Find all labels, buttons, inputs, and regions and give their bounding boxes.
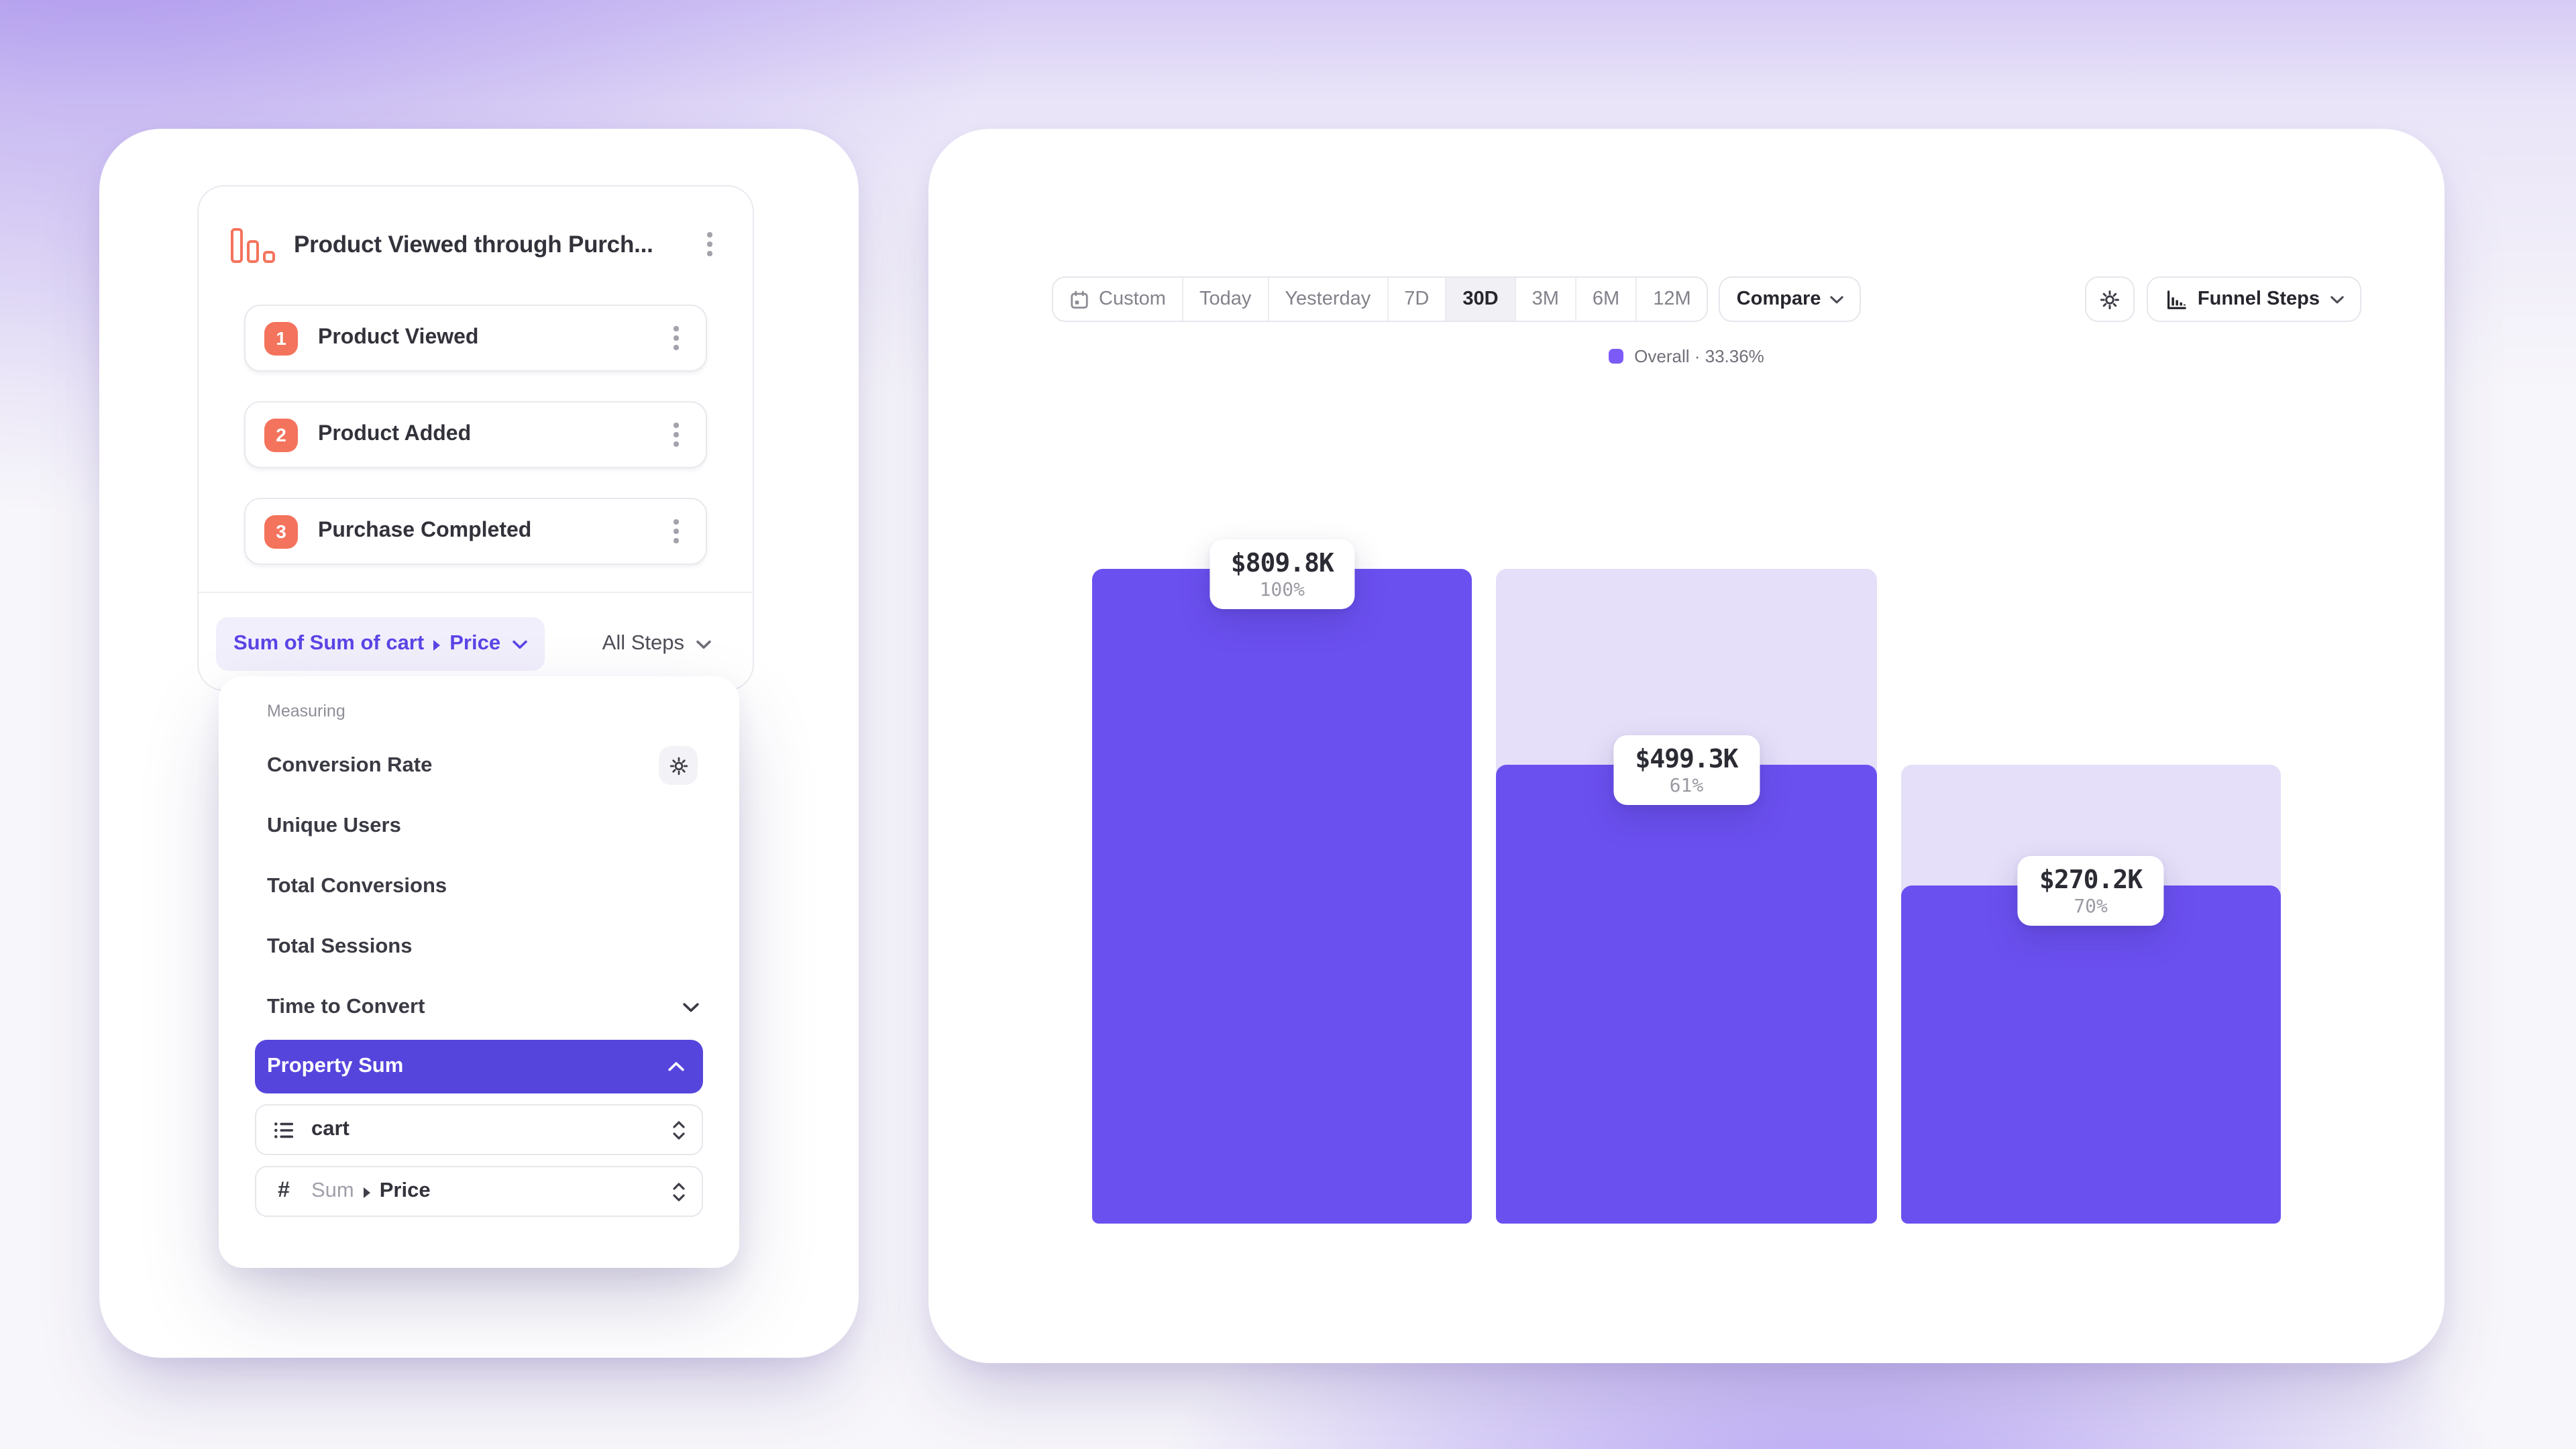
step-label: Purchase Completed [318, 519, 532, 542]
chart-view-selector-button[interactable]: Funnel Steps [2146, 276, 2361, 322]
list-icon [272, 1118, 295, 1141]
steps-scope-label: All Steps [602, 632, 684, 655]
date-range-today[interactable]: Today [1181, 278, 1268, 321]
step-overflow-menu-button[interactable] [666, 319, 687, 358]
menu-item-label: Total Sessions [267, 934, 413, 957]
menu-item-label: Unique Users [267, 814, 401, 837]
chevron-down-icon [2330, 294, 2344, 304]
property-select[interactable]: cart [255, 1104, 703, 1155]
step-number-badge: 2 [264, 418, 298, 451]
date-range-segmented-control: Custom Today Yesterday 7D 30D 3M 6M 12M [1052, 276, 1709, 322]
date-range-30d-active[interactable]: 30D [1445, 278, 1515, 321]
date-range-7d[interactable]: 7D [1387, 278, 1446, 321]
date-range-yesterday[interactable]: Yesterday [1267, 278, 1387, 321]
legend-swatch [1609, 349, 1624, 364]
measuring-dropdown-menu: Measuring Conversion Rate Unique Users T… [219, 676, 739, 1268]
funnel-overflow-menu-button[interactable] [700, 225, 720, 264]
bar-value-label: $499.3K 61% [1613, 735, 1760, 806]
chevron-down-icon [1830, 294, 1844, 304]
menu-section-label: Measuring [267, 702, 345, 720]
triangle-separator-icon [433, 639, 441, 650]
bar-chart-icon [2164, 288, 2187, 311]
date-range-12m[interactable]: 12M [1635, 278, 1707, 321]
step-label: Product Viewed [318, 326, 479, 349]
funnel-steps-list: 1 Product Viewed 2 Product Added 3 Purch… [199, 302, 753, 565]
steps-scope-dropdown-button[interactable]: All Steps [594, 631, 719, 657]
chevron-down-icon [683, 1002, 699, 1012]
step-overflow-menu-button[interactable] [666, 415, 687, 454]
date-range-3m[interactable]: 3M [1514, 278, 1575, 321]
hash-icon: # [278, 1179, 290, 1202]
stepper-icon [672, 1181, 686, 1201]
chart-settings-button[interactable] [2084, 276, 2135, 322]
funnel-step-row[interactable]: 3 Purchase Completed [244, 498, 707, 565]
funnel-builder-panel: Product Viewed through Purch... 1 Produc… [99, 129, 859, 1358]
menu-item-label: Conversion Rate [267, 753, 433, 776]
funnel-title: Product Viewed through Purch... [294, 230, 653, 257]
chevron-down-icon [513, 639, 527, 649]
funnel-bar-step-1[interactable]: $809.8K 100% [1092, 539, 1472, 1224]
chart-legend: Overall · 33.36% [928, 346, 2445, 366]
menu-item-label: Time to Convert [267, 995, 425, 1018]
measurement-row: Sum of Sum of cart Price All Steps [216, 617, 735, 671]
menu-item-unique-users[interactable]: Unique Users [219, 796, 739, 856]
funnel-bar-chart: $809.8K 100% $499.3K 61% $270.2K 70% [1092, 539, 2281, 1224]
step-number-badge: 1 [264, 321, 298, 355]
stepper-icon [672, 1120, 686, 1140]
gear-icon[interactable] [659, 746, 698, 785]
measurement-pill-property: Price [449, 632, 501, 655]
step-number-badge: 3 [264, 515, 298, 548]
chevron-up-icon [668, 1061, 684, 1072]
step-overflow-menu-button[interactable] [666, 512, 687, 551]
calendar-icon [1069, 289, 1089, 309]
chart-toolbar: Custom Today Yesterday 7D 30D 3M 6M 12M … [1052, 276, 2361, 322]
funnel-definition-card: Product Viewed through Purch... 1 Produc… [197, 185, 754, 691]
bar-value-label: $809.8K 100% [1209, 539, 1355, 609]
aggregation-prefix: Sum [311, 1179, 354, 1202]
step-label: Product Added [318, 423, 472, 445]
menu-item-label: Total Conversions [267, 874, 447, 897]
menu-item-property-sum-selected[interactable]: Property Sum [255, 1040, 703, 1093]
menu-item-label: Property Sum [267, 1055, 404, 1077]
funnel-bar-step-3[interactable]: $270.2K 70% [1900, 569, 2281, 1224]
menu-item-time-to-convert[interactable]: Time to Convert [219, 977, 739, 1037]
measurement-dropdown-button[interactable]: Sum of Sum of cart Price [216, 617, 545, 671]
menu-item-total-conversions[interactable]: Total Conversions [219, 856, 739, 916]
divider [199, 592, 753, 593]
gear-icon [2098, 288, 2121, 311]
chevron-down-icon [696, 639, 711, 649]
bar-value-fill [1092, 569, 1472, 1224]
legend-label: Overall · 33.36% [1634, 346, 1764, 366]
chart-panel: Custom Today Yesterday 7D 30D 3M 6M 12M … [928, 129, 2445, 1363]
bar-value-fill [1496, 765, 1877, 1224]
funnel-card-header: Product Viewed through Purch... [199, 186, 753, 302]
aggregation-select[interactable]: # Sum Price [255, 1166, 703, 1217]
funnel-bar-step-2[interactable]: $499.3K 61% [1496, 569, 1877, 1224]
aggregation-property: Price [379, 1179, 431, 1202]
funnel-step-row[interactable]: 1 Product Viewed [244, 305, 707, 372]
funnel-chart-icon [231, 226, 275, 262]
bar-value-fill [1900, 885, 2281, 1224]
menu-item-conversion-rate[interactable]: Conversion Rate [219, 735, 739, 796]
triangle-separator-icon [363, 1187, 370, 1197]
measurement-pill-prefix: Sum of Sum of cart [233, 632, 425, 655]
compare-dropdown-button[interactable]: Compare [1719, 276, 1862, 322]
menu-item-total-sessions[interactable]: Total Sessions [219, 916, 739, 977]
bar-value-label: $270.2K 70% [2018, 855, 2164, 926]
property-select-value: cart [311, 1118, 350, 1140]
date-range-custom[interactable]: Custom [1053, 278, 1182, 321]
date-range-6m[interactable]: 6M [1574, 278, 1636, 321]
funnel-step-row[interactable]: 2 Product Added [244, 401, 707, 468]
